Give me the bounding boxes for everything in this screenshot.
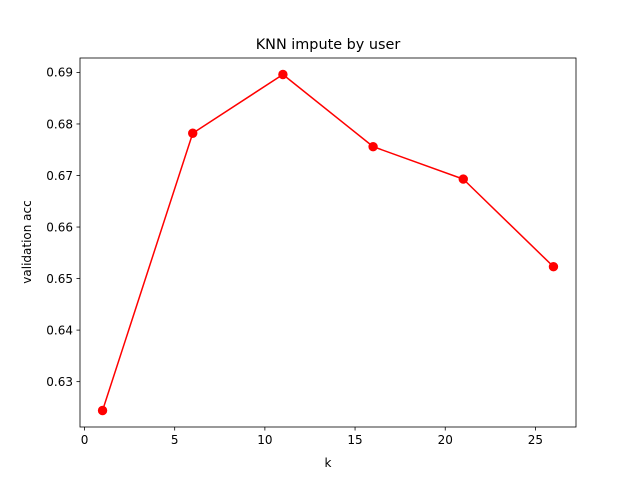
data-point [548,262,559,272]
y-axis-ticks: 0.63 0.64 0.65 0.66 0.67 0.68 0.69 [46,66,80,389]
y-tick-label: 0.63 [46,375,73,389]
y-axis-label: validation acc [20,200,34,283]
x-axis-ticks: 0 5 10 15 20 25 [81,427,543,447]
x-tick-label: 15 [347,433,362,447]
x-tick-label: 20 [438,433,453,447]
y-tick-label: 0.64 [46,323,73,337]
x-tick-label: 0 [81,433,89,447]
data-point [188,128,198,138]
chart-title: KNN impute by user [256,37,401,53]
y-tick-label: 0.65 [46,272,73,286]
data-point [97,405,108,416]
y-tick-label: 0.67 [46,169,73,183]
data-point [368,141,378,152]
y-tick-label: 0.69 [46,66,73,80]
x-tick-label: 5 [171,433,179,447]
plot-area [79,57,577,428]
data-point [458,174,468,184]
y-tick-label: 0.68 [46,117,73,131]
x-axis-label: k [325,456,332,470]
x-tick-label: 25 [528,433,543,447]
series-layer [97,69,559,416]
series-line [101,73,554,411]
data-point [278,69,288,80]
y-tick-label: 0.66 [46,220,73,234]
x-tick-label: 10 [257,433,272,447]
axes-frame [79,57,577,428]
